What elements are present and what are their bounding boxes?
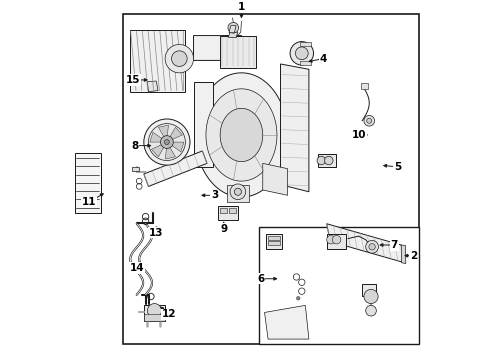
Bar (144, 305, 165, 321)
Text: 4: 4 (319, 54, 327, 64)
Circle shape (172, 51, 187, 67)
Circle shape (366, 240, 378, 253)
Polygon shape (220, 108, 263, 162)
Circle shape (364, 116, 374, 126)
Bar (130, 30, 185, 93)
Polygon shape (265, 305, 309, 339)
Circle shape (228, 22, 239, 33)
Circle shape (317, 156, 325, 165)
Bar (266, 234, 282, 248)
Polygon shape (220, 36, 256, 68)
Text: 12: 12 (161, 309, 176, 319)
Text: 6: 6 (257, 274, 265, 284)
Bar (268, 242, 280, 245)
Polygon shape (194, 82, 213, 167)
Polygon shape (280, 64, 309, 192)
Circle shape (367, 118, 372, 123)
Polygon shape (167, 127, 182, 142)
Text: 7: 7 (391, 240, 398, 250)
Bar (220, 208, 227, 213)
Text: 11: 11 (81, 197, 96, 207)
Bar (132, 167, 139, 171)
Polygon shape (263, 163, 288, 195)
Text: 2: 2 (410, 251, 417, 261)
Bar (229, 208, 236, 213)
Circle shape (165, 140, 170, 145)
Polygon shape (147, 81, 158, 92)
Text: 14: 14 (129, 263, 144, 273)
Bar (318, 154, 336, 167)
Polygon shape (144, 151, 207, 186)
Text: 10: 10 (351, 130, 366, 140)
Bar (144, 314, 165, 321)
Circle shape (324, 156, 333, 165)
Bar (300, 61, 311, 65)
Polygon shape (206, 89, 277, 181)
Circle shape (148, 123, 185, 161)
Circle shape (234, 188, 242, 195)
Text: 15: 15 (126, 75, 141, 85)
Text: 13: 13 (149, 228, 164, 238)
Text: 1: 1 (238, 2, 245, 12)
Polygon shape (166, 142, 175, 159)
Bar (259, 227, 419, 345)
Bar (300, 42, 311, 45)
Text: 9: 9 (220, 224, 227, 234)
Polygon shape (401, 245, 406, 264)
Bar (219, 206, 238, 220)
Circle shape (144, 119, 190, 165)
Circle shape (295, 47, 308, 60)
Bar (327, 234, 346, 248)
Bar (361, 84, 368, 89)
Bar (122, 14, 419, 345)
Polygon shape (229, 26, 236, 33)
Polygon shape (196, 73, 288, 197)
Circle shape (296, 297, 300, 300)
Bar (268, 236, 280, 240)
Circle shape (290, 42, 314, 65)
Bar (362, 284, 376, 297)
Polygon shape (150, 132, 167, 142)
Circle shape (366, 305, 376, 316)
Polygon shape (151, 142, 167, 157)
Circle shape (230, 184, 245, 199)
Circle shape (161, 136, 173, 148)
Text: 8: 8 (131, 141, 139, 150)
Text: 5: 5 (394, 162, 401, 172)
Circle shape (364, 289, 378, 303)
Text: 3: 3 (211, 190, 219, 200)
Circle shape (369, 244, 375, 250)
Circle shape (327, 235, 335, 244)
Polygon shape (227, 185, 248, 202)
Polygon shape (228, 32, 238, 37)
Polygon shape (167, 142, 184, 152)
Polygon shape (327, 224, 405, 263)
Circle shape (332, 235, 341, 244)
Circle shape (147, 303, 162, 318)
Circle shape (165, 44, 194, 73)
Bar (74, 153, 101, 213)
Polygon shape (194, 36, 245, 60)
Polygon shape (158, 125, 169, 142)
